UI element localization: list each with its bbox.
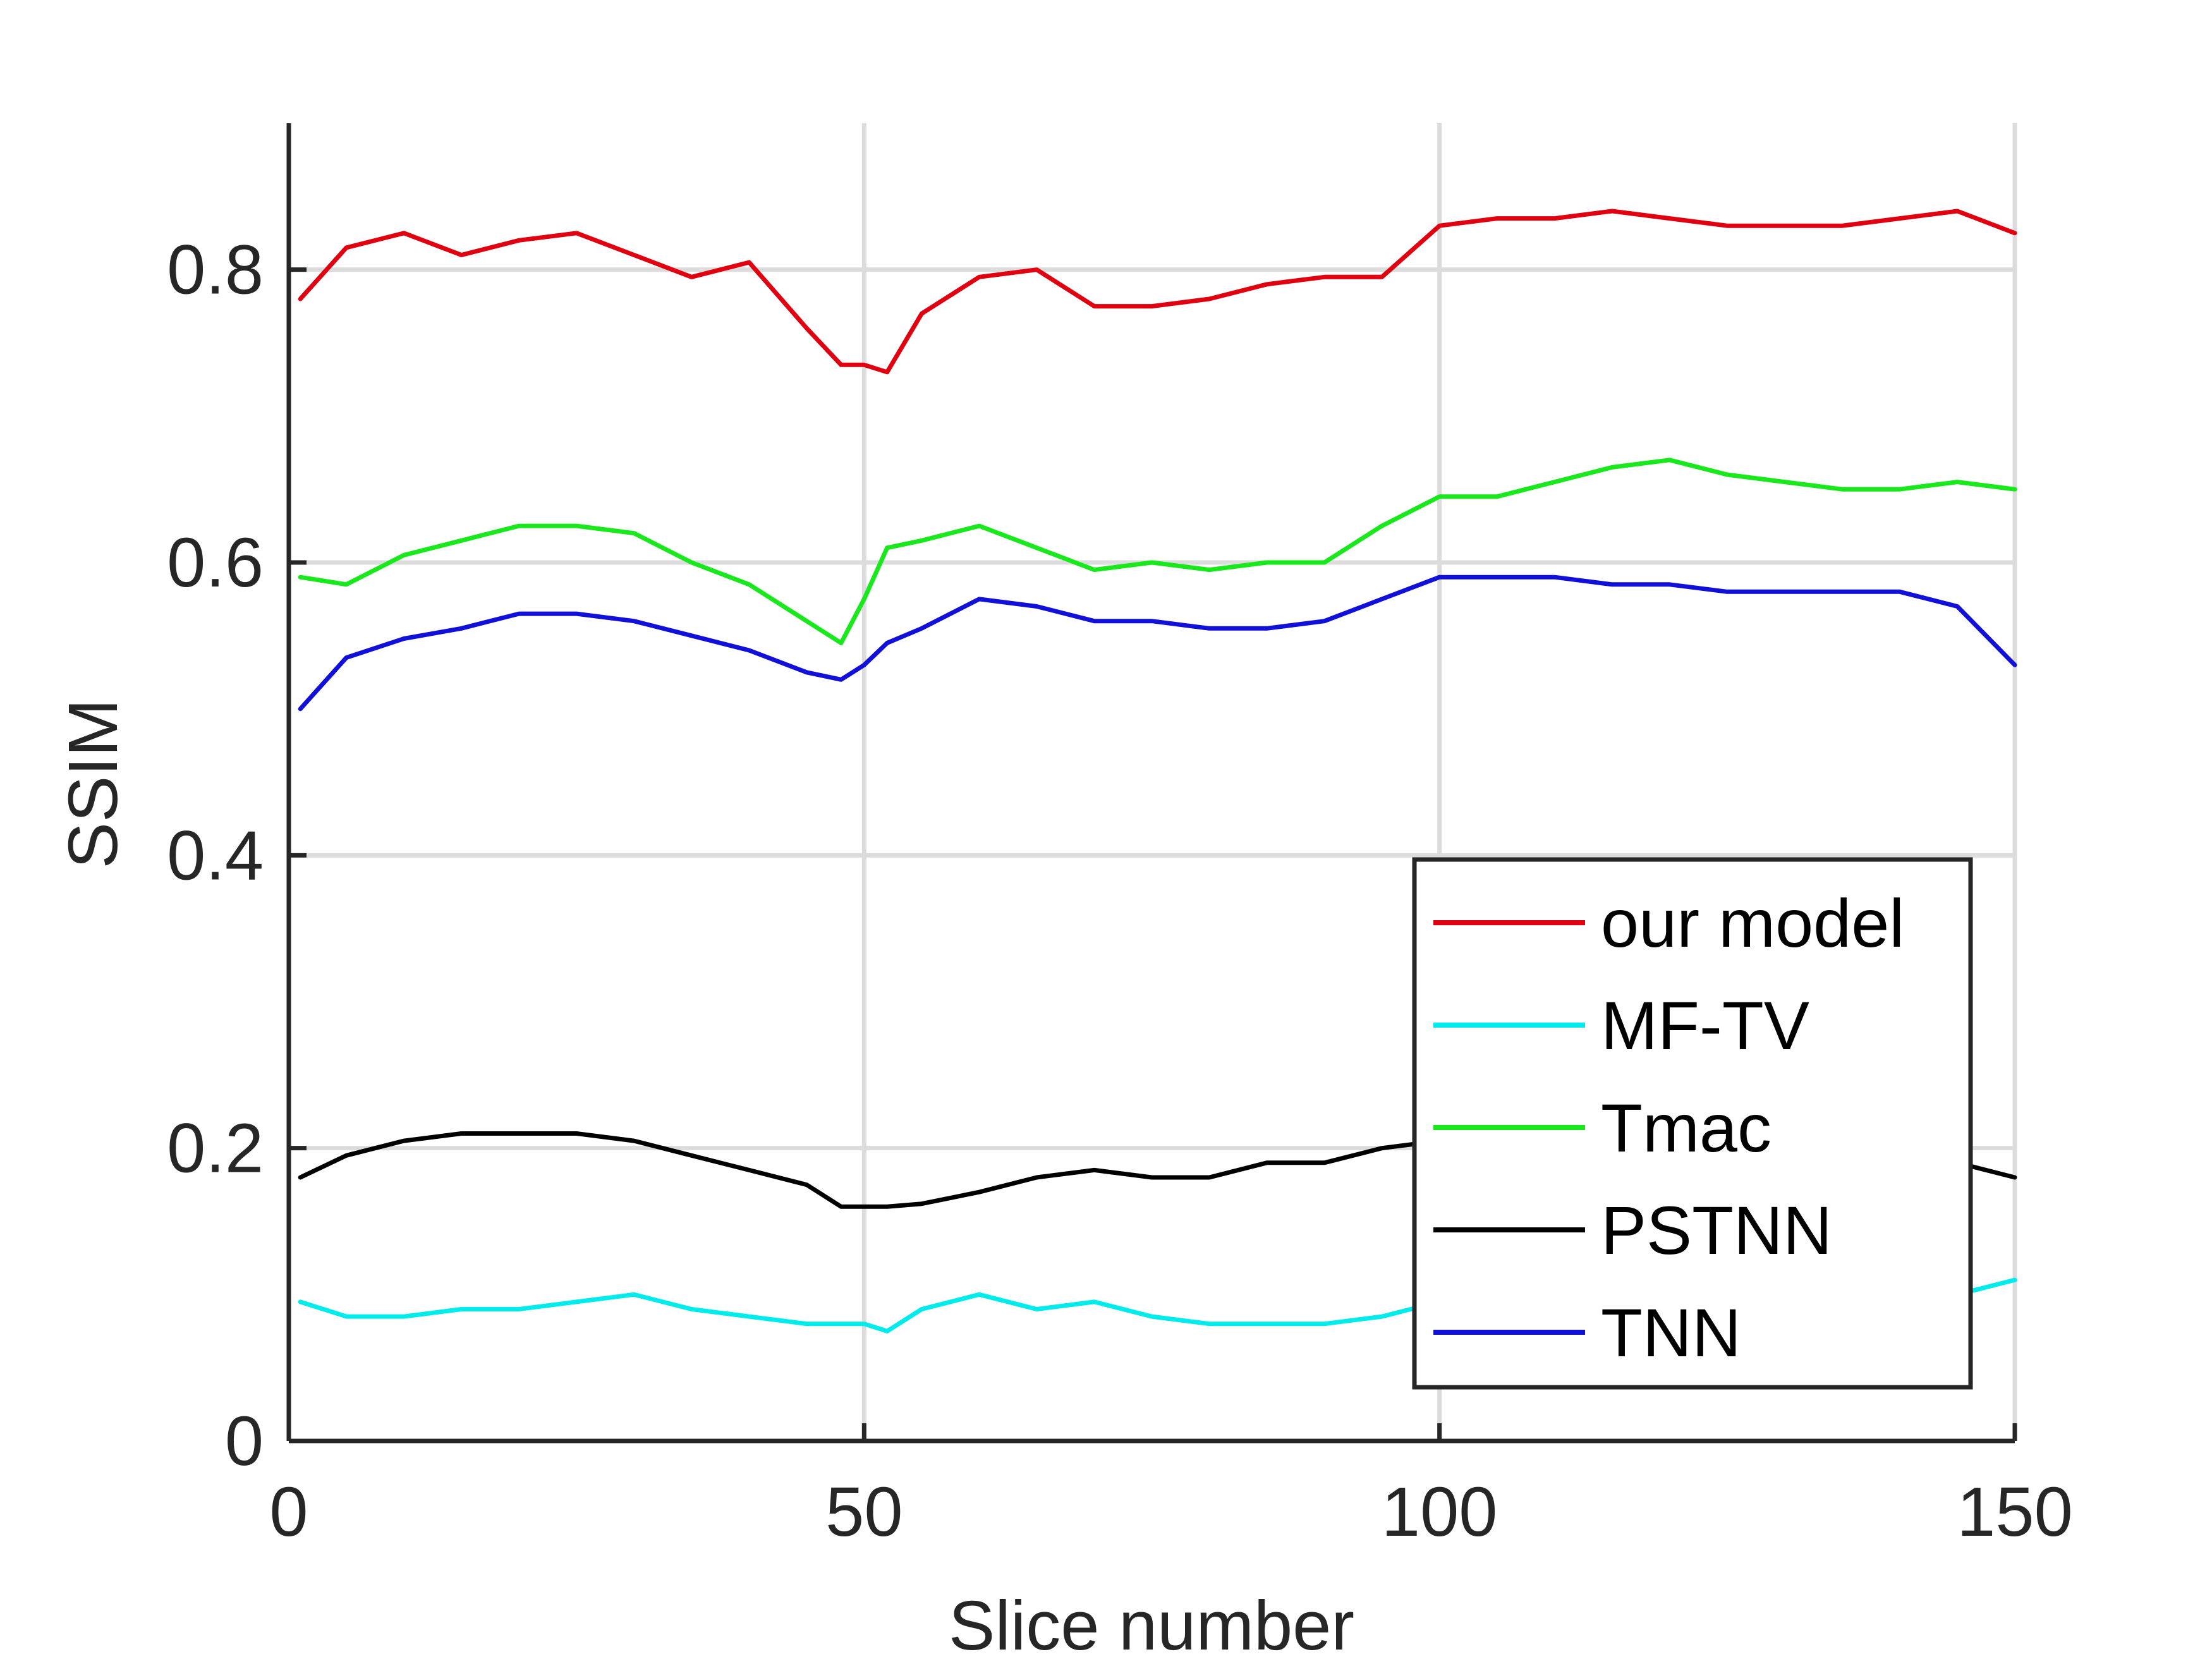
y-tick-label: 0.2 bbox=[167, 1110, 264, 1188]
legend-label: Tmac bbox=[1601, 1090, 1771, 1166]
legend-box bbox=[1412, 857, 1973, 1390]
series-line-our-model bbox=[298, 209, 2017, 375]
y-axis-title: SSIM bbox=[54, 699, 132, 869]
x-tick-label: 100 bbox=[1382, 1473, 1498, 1551]
axes bbox=[286, 123, 2017, 1443]
series-line-tmac bbox=[298, 458, 2017, 645]
series-line-tnn bbox=[298, 574, 2017, 712]
legend-label: PSTNN bbox=[1601, 1192, 1832, 1268]
x-tick-label: 50 bbox=[825, 1473, 902, 1551]
legend-label: TNN bbox=[1601, 1294, 1741, 1371]
x-axis-title: Slice number bbox=[949, 1587, 1354, 1659]
legend: our model MF-TV Tmac PSTNN TNN bbox=[1412, 857, 1973, 1390]
x-tick-label: 150 bbox=[1957, 1473, 2073, 1551]
y-tick-label: 0.8 bbox=[167, 231, 264, 309]
y-tick-label: 0 bbox=[225, 1402, 264, 1480]
y-tick-label: 0.4 bbox=[167, 817, 264, 894]
tick-labels: 0 50 100 150 0 0.2 0.4 0.6 0.8 bbox=[167, 231, 2073, 1551]
y-tick-label: 0.6 bbox=[167, 524, 264, 602]
legend-label: our model bbox=[1601, 885, 1904, 961]
legend-label: MF-TV bbox=[1601, 987, 1809, 1064]
x-tick-label: 0 bbox=[269, 1473, 308, 1551]
